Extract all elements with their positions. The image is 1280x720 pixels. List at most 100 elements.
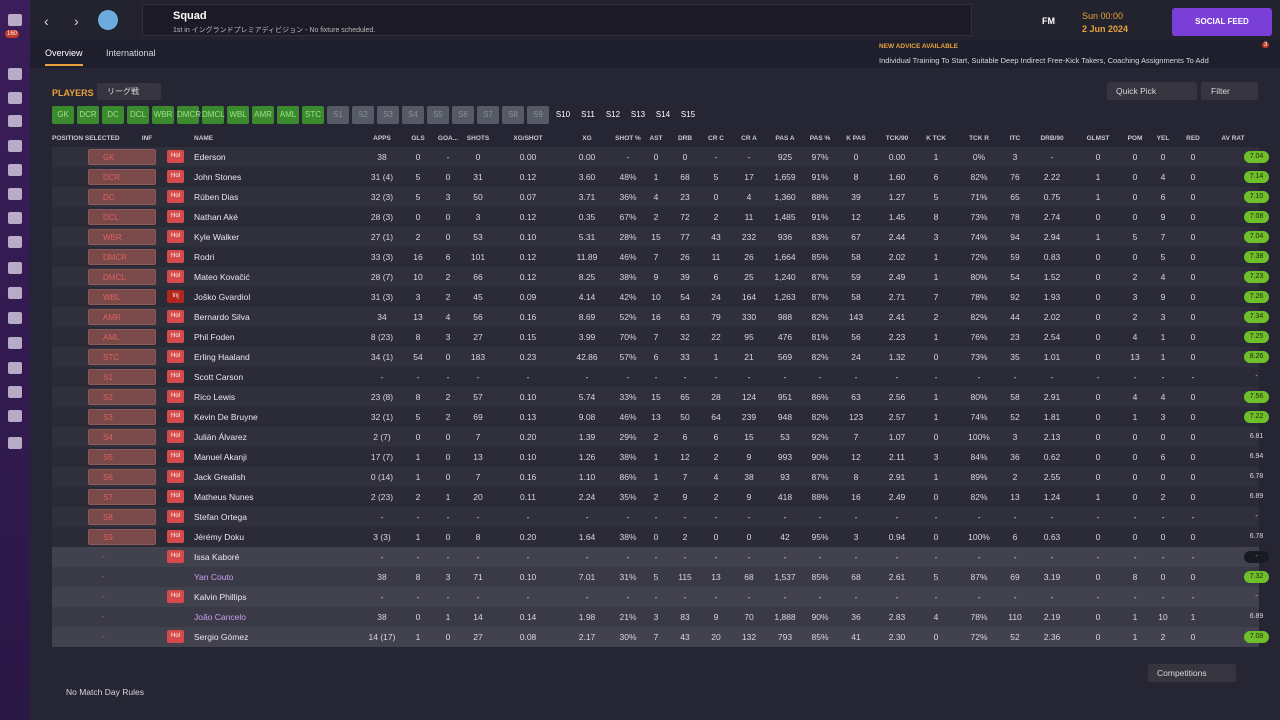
player-row[interactable]: S5 Hol Manuel Akanji 17 (7) 1 0 13 0.10 1.26 38% 1… [52, 447, 1263, 467]
player-row[interactable]: - Yan Couto 38 8 3 71 0.10 7.01 31% 5 115 13 68 1,537… [52, 567, 1269, 587]
selection-button[interactable]: STC [302, 106, 324, 124]
player-name[interactable]: Jérémy Doku [194, 532, 245, 542]
player-row[interactable]: DCR Hol John Stones 31 (4) 5 0 31 0.12 3.60 48% 1 6… [52, 167, 1269, 187]
player-row[interactable]: S4 Hol Julián Álvarez 2 (7) 0 0 7 0.20 1.39 29% 2 6… [52, 427, 1263, 447]
nav-icon[interactable] [8, 236, 22, 248]
column-header[interactable]: PAS A [775, 135, 795, 142]
column-header[interactable]: POM [1127, 135, 1143, 142]
player-name[interactable]: Rúben Dias [194, 192, 239, 202]
column-header[interactable]: CR A [741, 135, 757, 142]
column-header[interactable]: NAME [194, 135, 214, 142]
column-header[interactable]: PAS % [809, 135, 831, 142]
selection-button[interactable]: DMCR [177, 106, 201, 124]
nav-icon[interactable] [8, 386, 22, 398]
player-name[interactable]: Jack Grealish [194, 472, 246, 482]
player-row[interactable]: AML Hol Phil Foden 8 (23) 8 3 27 0.15 3.99 70% 7 32… [52, 327, 1269, 347]
position-selector[interactable]: - [102, 552, 105, 561]
column-header[interactable]: POSITION SELECTED [52, 135, 120, 142]
player-row[interactable]: AMR Hol Bernardo Silva 34 13 4 56 0.16 8.69 52% 16… [52, 307, 1269, 327]
position-selector[interactable]: GK [88, 149, 156, 165]
social-feed[interactable]: SOCIAL FEED [1172, 8, 1272, 36]
position-selector[interactable]: DC [88, 189, 156, 205]
selection-button[interactable]: DCL [127, 106, 149, 124]
column-header[interactable]: GLMST [1086, 135, 1110, 142]
player-name[interactable]: Joško Gvardiol [194, 292, 251, 302]
nav-icon[interactable] [8, 92, 22, 104]
selection-button[interactable]: AMR [252, 106, 274, 124]
column-header[interactable]: CR C [708, 135, 724, 142]
player-name[interactable]: Scott Carson [194, 372, 244, 382]
player-row[interactable]: S6 Hol Jack Grealish 0 (14) 1 0 7 0.16 1.10 86% 1 7… [52, 467, 1263, 487]
selection-button[interactable]: S11 [581, 110, 595, 119]
player-name[interactable]: Bernardo Silva [194, 312, 250, 322]
position-selector[interactable]: STC [88, 349, 156, 365]
column-header[interactable]: ITC [1009, 135, 1021, 142]
selection-button[interactable]: WBL [227, 106, 249, 124]
player-row[interactable]: DCL Hol Nathan Aké 28 (3) 0 0 3 0.12 0.35 67% 2 72 2… [52, 207, 1269, 227]
selection-button[interactable]: S6 [452, 106, 474, 124]
position-selector[interactable]: WBR [88, 229, 156, 245]
player-row[interactable]: S2 Hol Rico Lewis 23 (8) 8 2 57 0.10 5.74 33% 15 65… [52, 387, 1269, 407]
player-row[interactable]: - Hol Kalvin Phillips - - - - - - - - - - - - - - - - - - - - -… [52, 587, 1259, 607]
quick-pick[interactable]: Quick Pick [1107, 82, 1197, 100]
advice-text[interactable]: Individual Training To Start, Suitable D… [879, 56, 1209, 65]
selection-button[interactable]: DC [102, 106, 124, 124]
nav-icon[interactable] [8, 140, 22, 152]
player-name[interactable]: Sergio Gómez [194, 632, 249, 642]
nav-icon[interactable] [8, 188, 22, 200]
column-header[interactable]: TCK/90 [885, 135, 909, 142]
tab[interactable]: International [106, 48, 156, 58]
selection-button[interactable]: S7 [477, 106, 499, 124]
selection-button[interactable]: S1 [327, 106, 349, 124]
nav-icon[interactable] [8, 68, 22, 80]
player-name[interactable]: Erling Haaland [194, 352, 250, 362]
nav-icon[interactable] [8, 164, 22, 176]
column-header[interactable]: APPS [373, 135, 391, 142]
position-selector[interactable]: WBL [88, 289, 156, 305]
position-selector[interactable]: S8 [88, 509, 156, 525]
selection-button[interactable]: AML [277, 106, 299, 124]
player-row[interactable]: S3 Hol Kevin De Bruyne 32 (1) 5 2 69 0.13 9.08 46… [52, 407, 1269, 427]
column-header[interactable]: AST [649, 135, 663, 142]
position-selector[interactable]: - [102, 592, 105, 601]
nav-icon[interactable] [8, 14, 22, 26]
selection-button[interactable]: S15 [680, 110, 696, 119]
column-header[interactable]: DRB [677, 135, 693, 142]
column-header[interactable]: K TCK [926, 135, 946, 142]
player-name[interactable]: Nathan Aké [194, 212, 238, 222]
column-header[interactable]: RED [1186, 135, 1200, 142]
player-row[interactable]: WBL Inj Joško Gvardiol 31 (3) 3 2 45 0.09 4.14 42… [52, 287, 1269, 307]
position-selector[interactable]: AML [88, 329, 156, 345]
search-bar[interactable] [142, 4, 972, 36]
player-name[interactable]: Rico Lewis [194, 392, 236, 402]
player-name[interactable]: Kyle Walker [194, 232, 240, 242]
position-selector[interactable]: DCR [88, 169, 156, 185]
column-header[interactable]: INF [141, 135, 153, 142]
position-selector[interactable]: S7 [88, 489, 156, 505]
column-header[interactable]: K PAS [846, 135, 866, 142]
player-name[interactable]: Issa Kaboré [194, 552, 240, 562]
column-header[interactable]: SHOTS [466, 135, 490, 142]
player-row[interactable]: STC Hol Erling Haaland 34 (1) 54 0 183 0.23 42.8… [52, 347, 1269, 367]
position-selector[interactable]: DMCL [88, 269, 156, 285]
tab[interactable]: Overview [45, 48, 83, 66]
player-row[interactable]: - João Cancelo 38 0 1 14 0.14 1.98 21% 3 83 9 70 1,88… [52, 607, 1263, 627]
position-selector[interactable]: S4 [88, 429, 156, 445]
nav-icon[interactable] [8, 337, 22, 349]
selection-button[interactable]: DCR [77, 106, 99, 124]
player-row[interactable]: S7 Hol Matheus Nunes 2 (23) 2 1 20 0.11 2.24 35% 2… [52, 487, 1263, 507]
selection-button[interactable]: S3 [377, 106, 399, 124]
player-row[interactable]: - Hol Issa Kaboré - - - - - - - - - - - - - - - - - - - - - - - - [52, 547, 1269, 567]
column-header[interactable]: XG/SHOT [513, 135, 543, 142]
column-header[interactable]: GOA... [437, 135, 459, 142]
column-header[interactable]: YEL [1156, 135, 1170, 142]
position-selector[interactable]: S1 [88, 369, 156, 385]
player-name[interactable]: Mateo Kovačić [194, 272, 250, 282]
nav-icon[interactable] [8, 262, 22, 274]
nav-icon[interactable] [8, 115, 22, 127]
position-selector[interactable]: AMR [88, 309, 156, 325]
position-selector[interactable]: S3 [88, 409, 156, 425]
position-selector[interactable]: DCL [88, 209, 156, 225]
selection-button[interactable]: DMCL [202, 106, 225, 124]
selection-button[interactable]: S2 [352, 106, 374, 124]
